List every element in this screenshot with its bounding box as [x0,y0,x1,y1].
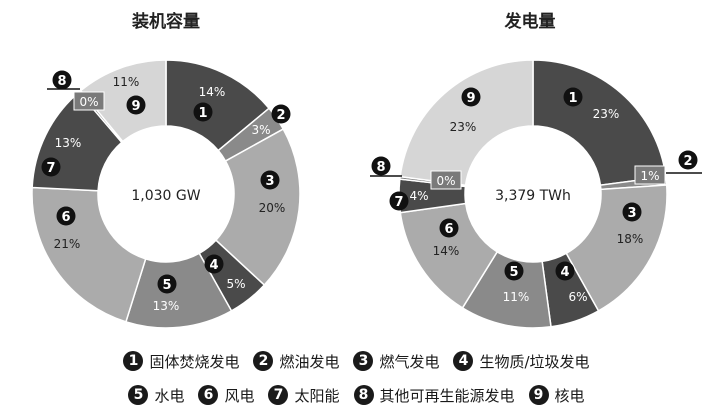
svg-text:4: 4 [209,258,218,273]
legend-item: 2 燃油发电 [253,351,339,372]
pct-label-1: 14% [199,85,226,99]
slice-badge-8: 8 [52,70,72,90]
legend-row: 5 水电 6 风电 7 太阳能 8 其他可再生能源发电 9 核电 [0,378,713,412]
pct-label-4: 6% [568,290,587,304]
chart-title: 发电量 [504,11,556,32]
legend-badge: 6 [198,385,219,405]
legend-item: 9 核电 [528,385,585,406]
slice-badge-6: 6 [56,206,76,226]
pct-label-7: 4% [409,189,428,203]
legend-label: 水电 [154,386,185,405]
slice-badge-4: 4 [204,254,224,274]
pct-label-2: 1% [640,169,659,183]
legend-badge: 8 [353,385,374,405]
legend-row: 1 固体焚烧发电 2 燃油发电 3 燃气发电 4 生物质/垃圾发电 [0,344,713,378]
donut-slice-9 [399,59,534,187]
pct-label-3: 18% [617,232,644,246]
svg-text:3: 3 [627,206,636,221]
legend-item: 7 太阳能 [268,385,340,406]
legend-label: 其他可再生能源发电 [379,386,515,405]
slice-badge-1: 1 [193,102,213,122]
center-label: 1,030 GW [131,188,200,204]
slice-badge-2: 2 [271,104,291,124]
legend-label: 风电 [224,386,255,405]
slice-badge-9: 9 [461,87,481,107]
pct-label-9: 23% [450,120,477,134]
pct-label-8: 0% [79,95,98,109]
slice-badge-3: 3 [260,170,280,190]
legend-item: 8 其他可再生能源发电 [353,385,515,406]
slice-badge-3: 3 [622,202,642,222]
svg-text:4: 4 [560,265,569,280]
pct-label-6: 21% [54,237,81,251]
legend-label: 生物质/垃圾发电 [479,352,590,371]
pct-label-3: 20% [259,201,286,215]
legend-badge: 1 [123,351,144,371]
svg-text:7: 7 [394,195,403,210]
legend-badge: 9 [528,385,549,405]
pct-label-box [73,91,105,111]
svg-text:9: 9 [466,91,475,106]
slice-badge-4: 4 [555,261,575,281]
slice-badge-7: 7 [389,191,409,211]
slice-badge-2: 2 [678,150,698,170]
slice-badge-8: 8 [371,156,391,176]
legend-item: 3 燃气发电 [353,351,439,372]
pct-label-6: 14% [433,244,460,258]
svg-text:1: 1 [568,91,577,106]
legend-item: 6 风电 [198,385,254,406]
pct-label-box [634,165,666,185]
donut-slice-9 [79,59,167,143]
pct-label-4: 5% [226,277,245,291]
donut-chart-2: 发电量 3,379 TWh 23% 1% 18% 6% 11% 14% 4% 0% 23% [370,11,702,329]
svg-text:3: 3 [265,174,274,189]
slice-badge-5: 5 [504,261,524,281]
svg-text:6: 6 [444,222,453,237]
chart-title: 装机容量 [131,11,200,32]
pct-label-7: 13% [55,136,82,150]
svg-text:6: 6 [61,210,70,225]
slice-badge-9: 9 [126,95,146,115]
legend: 1 固体焚烧发电 2 燃油发电 3 燃气发电 4 生物质/垃圾发电 5 水电 6 风电 7 太阳能 8 其他可… [0,344,713,412]
svg-text:8: 8 [57,74,66,89]
legend-badge: 5 [128,385,149,405]
slice-badge-7: 7 [41,157,61,177]
svg-text:8: 8 [376,160,385,175]
donut-slice-3 [214,128,301,287]
svg-text:2: 2 [276,108,285,123]
pct-label-5: 13% [153,299,180,313]
donut-slice-6 [31,186,147,323]
svg-text:5: 5 [509,265,518,280]
legend-badge: 4 [453,351,474,371]
slice-badge-1: 1 [563,87,583,107]
legend-item: 5 水电 [128,385,184,406]
legend-badge: 3 [353,351,374,371]
svg-text:7: 7 [46,161,55,176]
legend-badge: 2 [253,351,274,371]
center-label: 3,379 TWh [495,188,571,204]
slice-badge-5: 5 [157,274,177,294]
pct-label-5: 11% [503,290,530,304]
pct-label-9: 11% [113,75,140,89]
pct-label-box [430,170,462,190]
legend-label: 核电 [554,386,585,405]
svg-text:9: 9 [131,99,140,114]
legend-label: 燃气发电 [379,352,440,371]
pct-label-1: 23% [593,107,620,121]
pct-label-8: 0% [436,174,455,188]
svg-text:5: 5 [162,278,171,293]
svg-text:2: 2 [683,154,692,169]
slice-badge-6: 6 [439,218,459,238]
svg-text:1: 1 [198,106,207,121]
legend-label: 太阳能 [294,386,340,405]
legend-label: 固体焚烧发电 [149,352,240,371]
legend-item: 1 固体焚烧发电 [123,351,239,372]
legend-label: 燃油发电 [279,352,340,371]
pct-label-2: 3% [251,123,270,137]
legend-item: 4 生物质/垃圾发电 [453,351,590,372]
legend-badge: 7 [268,385,289,405]
